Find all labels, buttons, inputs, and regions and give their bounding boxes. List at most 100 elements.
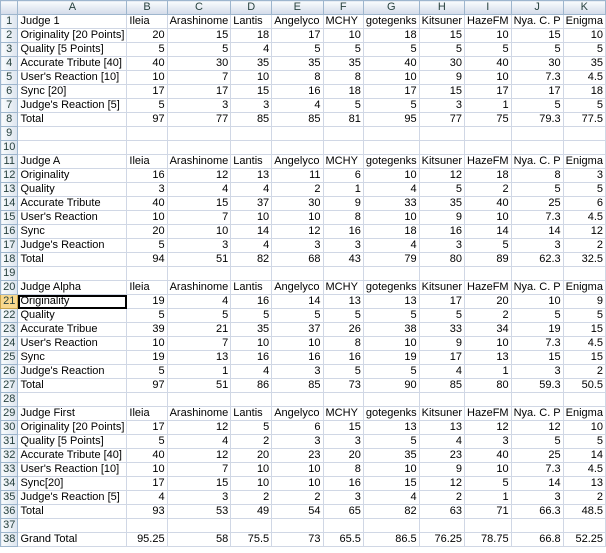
cell-f15[interactable]: 8	[322, 210, 364, 225]
cell-b4[interactable]: 40	[126, 56, 168, 71]
cell-j2[interactable]: 15	[510, 28, 564, 43]
cell-k25[interactable]: 15	[562, 350, 606, 365]
cell-g16[interactable]: 18	[362, 224, 420, 239]
cell-k15[interactable]: 4.5	[562, 210, 606, 225]
cell-g3[interactable]: 5	[362, 42, 420, 57]
cell-j18[interactable]: 62.3	[510, 252, 564, 267]
cell-b2[interactable]: 20	[126, 28, 168, 43]
cell-f4[interactable]: 35	[322, 56, 364, 71]
cell-b24[interactable]: 10	[126, 336, 168, 351]
cell-k27[interactable]: 50.5	[562, 378, 606, 393]
cell-f20[interactable]: MCHY	[322, 280, 364, 295]
cell-h36[interactable]: 63	[418, 504, 466, 519]
cell-b33[interactable]: 10	[126, 462, 168, 477]
row-header[interactable]: 16	[0, 224, 19, 239]
cell-d29[interactable]: Lantis	[230, 406, 273, 421]
cell-j22[interactable]: 5	[510, 308, 564, 323]
cell-j10[interactable]	[510, 140, 564, 155]
cell-f31[interactable]: 3	[322, 434, 364, 449]
cell-i30[interactable]: 12	[464, 420, 512, 435]
cell-c37[interactable]	[166, 518, 232, 533]
cell-b32[interactable]: 40	[126, 448, 168, 463]
row-header[interactable]: 20	[0, 280, 19, 295]
cell-j15[interactable]: 7.3	[510, 210, 564, 225]
cell-b26[interactable]: 5	[126, 364, 168, 379]
cell-a28[interactable]	[17, 392, 128, 407]
cell-d26[interactable]: 4	[230, 364, 273, 379]
cell-i13[interactable]: 2	[464, 182, 512, 197]
cell-h27[interactable]: 85	[418, 378, 466, 393]
cell-h17[interactable]: 3	[418, 238, 466, 253]
cell-e25[interactable]: 16	[271, 350, 324, 365]
cell-h16[interactable]: 16	[418, 224, 466, 239]
cell-h11[interactable]: Kitsuner	[418, 154, 466, 169]
cell-c8[interactable]: 77	[166, 112, 232, 127]
cell-d13[interactable]: 4	[230, 182, 273, 197]
cell-j25[interactable]: 15	[510, 350, 564, 365]
cell-j13[interactable]: 5	[510, 182, 564, 197]
cell-k5[interactable]: 4.5	[562, 70, 606, 85]
cell-d27[interactable]: 86	[230, 378, 273, 393]
cell-g18[interactable]: 79	[362, 252, 420, 267]
row-header[interactable]: 5	[0, 70, 19, 85]
cell-h34[interactable]: 12	[418, 476, 466, 491]
cell-a14[interactable]: Accurate Tribute	[17, 196, 128, 211]
cell-c18[interactable]: 51	[166, 252, 232, 267]
cell-h8[interactable]: 77	[418, 112, 466, 127]
cell-b5[interactable]: 10	[126, 70, 168, 85]
cell-f27[interactable]: 73	[322, 378, 364, 393]
cell-i31[interactable]: 3	[464, 434, 512, 449]
cell-d8[interactable]: 85	[230, 112, 273, 127]
column-header-d[interactable]: D	[230, 0, 273, 15]
row-header[interactable]: 22	[0, 308, 19, 323]
cell-a21[interactable]: Originality	[17, 294, 128, 309]
cell-b8[interactable]: 97	[126, 112, 168, 127]
cell-k32[interactable]: 14	[562, 448, 606, 463]
row-header[interactable]: 32	[0, 448, 19, 463]
cell-i27[interactable]: 80	[464, 378, 512, 393]
cell-a27[interactable]: Total	[17, 378, 128, 393]
cell-a5[interactable]: User's Reaction [10]	[17, 70, 128, 85]
cell-e16[interactable]: 12	[271, 224, 324, 239]
cell-h4[interactable]: 30	[418, 56, 466, 71]
select-all-corner[interactable]	[0, 0, 19, 15]
cell-g13[interactable]: 4	[362, 182, 420, 197]
cell-e24[interactable]: 10	[271, 336, 324, 351]
cell-i36[interactable]: 71	[464, 504, 512, 519]
column-header-b[interactable]: B	[126, 0, 168, 15]
cell-i8[interactable]: 75	[464, 112, 512, 127]
cell-c31[interactable]: 4	[166, 434, 232, 449]
cell-g19[interactable]	[362, 266, 420, 281]
cell-j26[interactable]: 3	[510, 364, 564, 379]
cell-f36[interactable]: 65	[322, 504, 364, 519]
cell-j5[interactable]: 7.3	[510, 70, 564, 85]
cell-a1[interactable]: Judge 1	[17, 14, 128, 29]
cell-e32[interactable]: 23	[271, 448, 324, 463]
row-header[interactable]: 10	[0, 140, 19, 155]
cell-h32[interactable]: 23	[418, 448, 466, 463]
cell-k10[interactable]	[562, 140, 606, 155]
cell-c1[interactable]: Arashinome	[166, 14, 232, 29]
cell-c15[interactable]: 7	[166, 210, 232, 225]
cell-a7[interactable]: Judge's Reaction [5]	[17, 98, 128, 113]
cell-f28[interactable]	[322, 392, 364, 407]
column-header-a[interactable]: A	[17, 0, 128, 15]
cell-f14[interactable]: 9	[322, 196, 364, 211]
cell-i32[interactable]: 40	[464, 448, 512, 463]
cell-h5[interactable]: 9	[418, 70, 466, 85]
cell-d24[interactable]: 10	[230, 336, 273, 351]
cell-g21[interactable]: 13	[362, 294, 420, 309]
column-header-i[interactable]: I	[464, 0, 512, 15]
cell-c3[interactable]: 5	[166, 42, 232, 57]
column-header-k[interactable]: K	[562, 0, 606, 15]
row-header[interactable]: 28	[0, 392, 19, 407]
cell-i37[interactable]	[464, 518, 512, 533]
cell-c36[interactable]: 53	[166, 504, 232, 519]
cell-b3[interactable]: 5	[126, 42, 168, 57]
cell-a24[interactable]: User's Reaction	[17, 336, 128, 351]
cell-d17[interactable]: 4	[230, 238, 273, 253]
row-header[interactable]: 1	[0, 14, 19, 29]
cell-c38[interactable]: 58	[166, 532, 232, 547]
cell-e35[interactable]: 2	[271, 490, 324, 505]
cell-d23[interactable]: 35	[230, 322, 273, 337]
